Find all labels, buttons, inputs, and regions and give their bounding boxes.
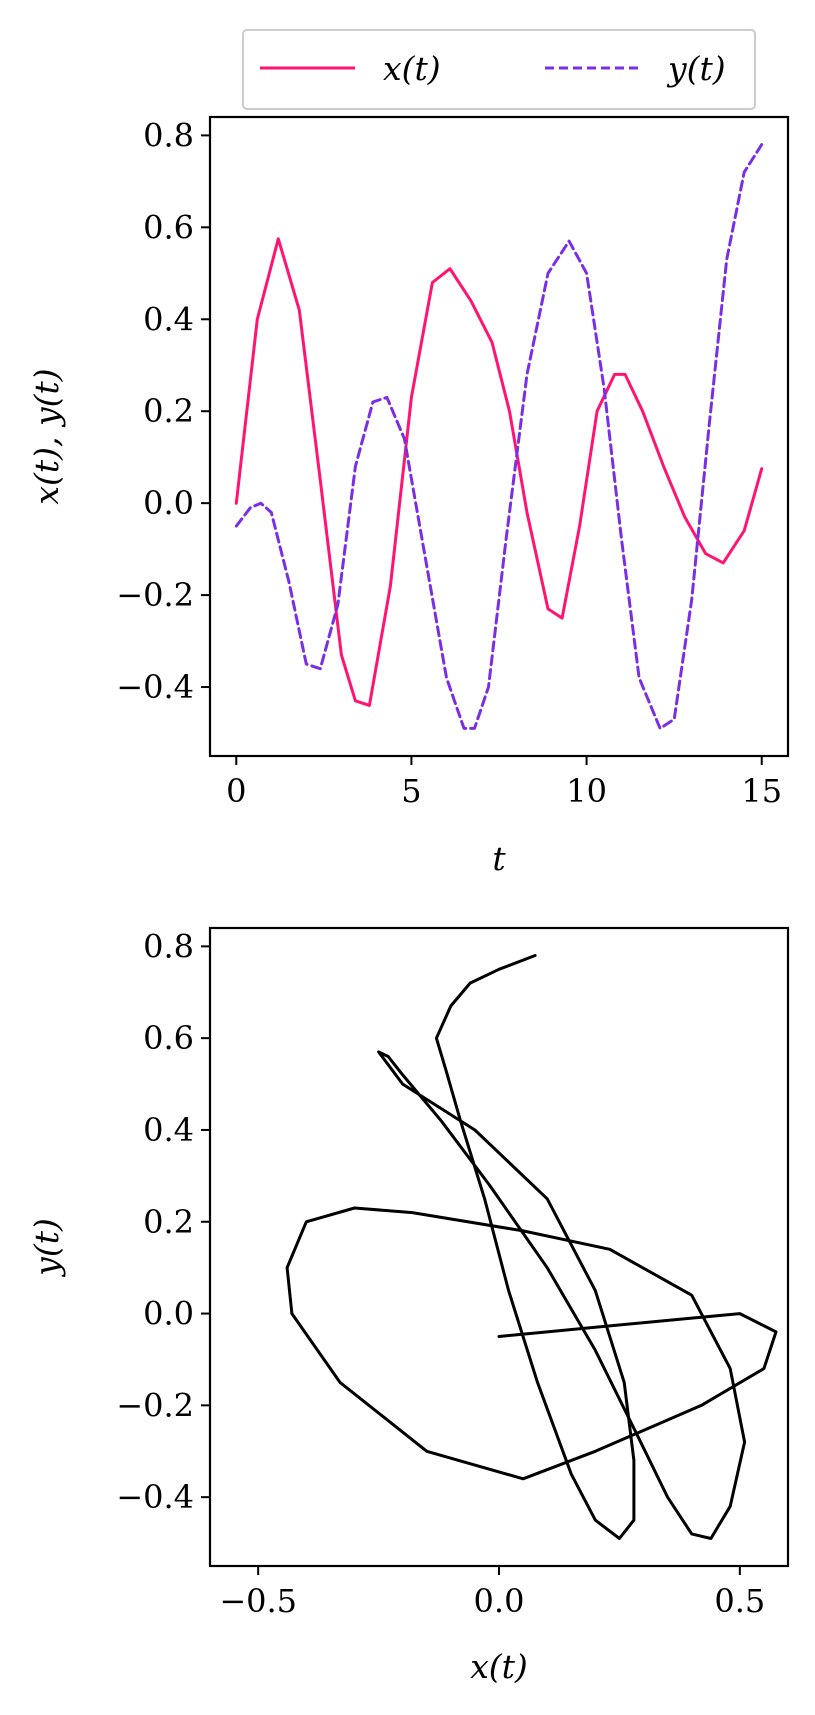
y-tick-label: 0.2 — [143, 1203, 194, 1241]
x-tick-label: 0.5 — [714, 1582, 765, 1620]
y-tick-label: 0.6 — [143, 208, 194, 246]
series-line-xt — [234, 237, 764, 707]
y-tick-label: −0.4 — [116, 1478, 194, 1516]
y-tick-label: 0.0 — [143, 1295, 194, 1333]
x-axis-label: t — [492, 839, 506, 878]
x-tick-label: 0.0 — [474, 1582, 525, 1620]
x-tick-label: 15 — [741, 772, 782, 810]
y-tick-label: 0.2 — [143, 392, 194, 430]
y-tick-label: 0.4 — [143, 1111, 194, 1149]
x-axis-label: x(t) — [470, 1647, 528, 1686]
legend-label-x: x(t) — [383, 49, 441, 88]
y-tick-label: 0.6 — [143, 1019, 194, 1057]
x-tick-label: 5 — [401, 772, 421, 810]
legend-box — [242, 29, 756, 110]
y-tick-label: 0.0 — [143, 484, 194, 522]
x-tick-label: 0 — [226, 772, 246, 810]
bottom-chart: −0.5 0.0 0.5 0.8 0.6 0.4 0.2 0.0 −0.2 −0.4 x(t) y(t… — [27, 926, 790, 1686]
y-tick-label: −0.2 — [116, 576, 194, 614]
y-tick-label: 0.8 — [143, 116, 194, 154]
y-axis-label: x(t), y(t) — [27, 368, 66, 504]
y-axis-label: y(t) — [27, 1218, 66, 1278]
y-tick-label: 0.8 — [143, 927, 194, 965]
y-tick-label: −0.2 — [116, 1386, 194, 1424]
x-tick-label: −0.5 — [219, 1582, 297, 1620]
top-chart: 0 5 10 15 0.8 0.6 0.4 0.2 0.0 −0.2 −0.4 t x(t), y(t) — [27, 115, 790, 878]
legend: x(t) y(t) — [242, 29, 756, 110]
x-tick-label: 10 — [566, 772, 607, 810]
series-line-trajectory — [285, 954, 778, 1540]
series-line-yt — [234, 143, 764, 730]
y-tick-label: −0.4 — [116, 668, 194, 706]
y-tick-label: 0.4 — [143, 300, 194, 338]
plot-frame — [208, 115, 790, 758]
legend-label-y: y(t) — [666, 49, 726, 88]
